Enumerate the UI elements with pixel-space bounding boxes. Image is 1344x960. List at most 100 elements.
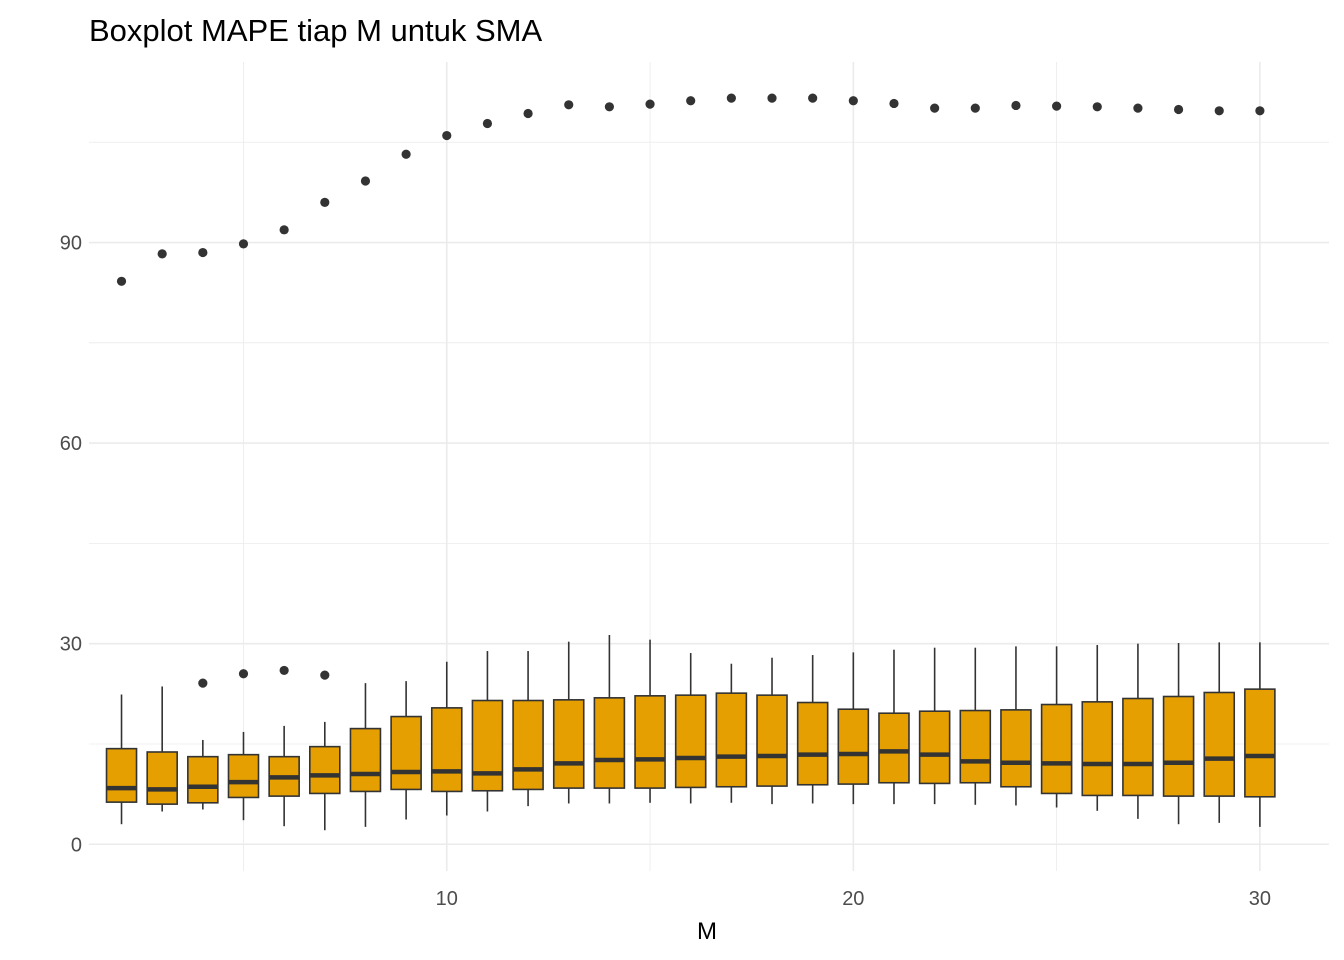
box-m-28 — [1162, 643, 1195, 825]
box — [1000, 709, 1032, 788]
outlier-point — [198, 247, 208, 258]
outlier-point — [808, 93, 818, 103]
outlier-point — [116, 276, 127, 286]
x-axis-tick-labels: 10 20 30 — [436, 888, 1271, 910]
outlier-point — [564, 100, 574, 110]
x-axis-title: M — [697, 918, 717, 945]
box-m-18 — [756, 657, 788, 805]
box-m-20 — [837, 652, 870, 805]
outlier-point — [279, 665, 289, 676]
box-m-19 — [796, 655, 829, 804]
outlier-point — [401, 149, 411, 159]
box — [715, 692, 748, 788]
y-tick-label: 0 — [71, 834, 82, 856]
box-m-7 — [309, 721, 341, 831]
y-tick-label: 30 — [60, 634, 82, 656]
outlier-point — [889, 98, 899, 109]
box — [1244, 688, 1276, 798]
box — [959, 709, 992, 784]
box — [918, 710, 951, 785]
outlier-point — [157, 249, 167, 259]
box — [227, 753, 260, 799]
minor-gridlines — [89, 62, 1329, 871]
box — [390, 715, 422, 791]
outlier-point — [523, 108, 533, 119]
box-m-29 — [1203, 642, 1236, 823]
box-m-24 — [1000, 646, 1032, 806]
box — [796, 701, 829, 786]
box — [552, 699, 585, 789]
outlier-point — [238, 239, 249, 249]
box-m-3 — [146, 686, 178, 812]
box-m-16 — [674, 653, 707, 804]
outlier-point — [1052, 101, 1062, 111]
box-m-8 — [349, 683, 382, 827]
x-tick-label: 20 — [842, 888, 864, 910]
box-m-30 — [1244, 642, 1276, 827]
box-m-17 — [715, 663, 748, 803]
outlier-point — [1133, 103, 1143, 113]
outlier-point — [767, 93, 777, 103]
box — [837, 708, 870, 785]
box — [309, 745, 341, 795]
box — [593, 697, 626, 789]
outlier-point — [1214, 106, 1224, 116]
outlier-point — [442, 130, 452, 141]
box — [1081, 701, 1114, 797]
outlier-points — [116, 93, 1265, 688]
outlier-point — [726, 93, 736, 103]
box — [878, 712, 910, 784]
outlier-point — [1092, 102, 1102, 112]
box — [1040, 703, 1073, 795]
y-tick-label: 90 — [60, 233, 82, 255]
box-m-5 — [227, 731, 260, 821]
box-series — [105, 634, 1276, 831]
box-m-25 — [1040, 646, 1073, 808]
outlier-point — [930, 103, 940, 113]
box-m-26 — [1081, 645, 1114, 811]
box-m-13 — [552, 641, 585, 804]
outlier-point — [279, 225, 289, 235]
box-m-12 — [512, 651, 544, 807]
outlier-point — [604, 102, 614, 112]
outlier-point — [320, 197, 330, 208]
box — [349, 727, 382, 793]
x-tick-label: 10 — [436, 888, 458, 910]
box-m-22 — [918, 647, 951, 805]
box — [674, 694, 707, 789]
box-m-9 — [390, 681, 422, 820]
box — [471, 699, 504, 792]
outlier-point — [970, 103, 980, 113]
box-m-14 — [593, 634, 626, 804]
box-m-2 — [105, 694, 138, 825]
outlier-point — [320, 670, 330, 680]
box — [756, 694, 788, 787]
box-m-21 — [878, 649, 910, 805]
outlier-point — [360, 176, 371, 186]
box-m-23 — [959, 647, 992, 805]
box-m-15 — [634, 639, 666, 803]
box — [105, 747, 138, 803]
outlier-point — [482, 118, 493, 129]
box — [1162, 695, 1195, 797]
box — [1122, 697, 1154, 797]
box — [1203, 691, 1236, 797]
outlier-point — [238, 669, 249, 679]
box — [634, 695, 666, 789]
chart-title: Boxplot MAPE tiap M untuk SMA — [89, 13, 542, 48]
y-tick-label: 60 — [60, 433, 82, 455]
outlier-point — [645, 99, 655, 109]
box — [512, 699, 544, 791]
outlier-point — [198, 678, 208, 688]
box-m-11 — [471, 651, 504, 812]
outlier-point — [1255, 106, 1265, 116]
x-tick-label: 30 — [1249, 888, 1271, 910]
outlier-point — [1173, 104, 1184, 115]
box — [430, 707, 463, 793]
box-m-6 — [268, 725, 300, 827]
box — [187, 755, 219, 804]
outlier-point — [848, 96, 858, 106]
outlier-point — [1011, 100, 1021, 111]
y-axis-tick-labels: 0 30 60 90 — [60, 233, 82, 857]
